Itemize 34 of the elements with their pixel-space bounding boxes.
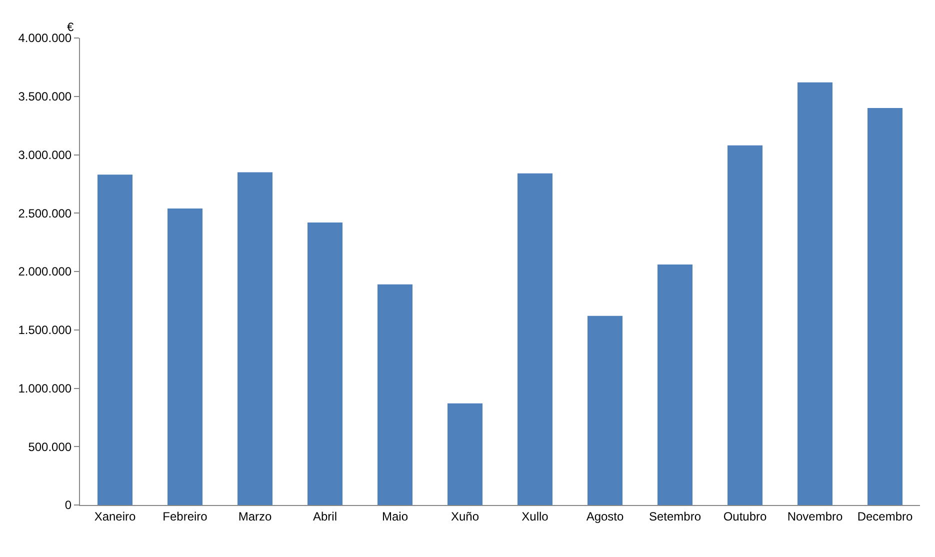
- y-tick-label: 1.500.000: [18, 323, 72, 338]
- y-tick-label: 2.000.000: [18, 264, 72, 279]
- bar: [518, 173, 552, 505]
- x-tick-label: Marzo: [238, 509, 272, 524]
- x-tick-label: Abril: [312, 509, 338, 524]
- bar: [448, 403, 482, 505]
- x-tick-label: Outubro: [723, 509, 768, 524]
- y-tick-label: 3.000.000: [18, 148, 72, 162]
- x-tick-label: Xaneiro: [94, 509, 136, 524]
- bar: [308, 222, 342, 505]
- bar: [798, 82, 832, 505]
- bar: [378, 284, 412, 505]
- x-tick-label: Xuño: [450, 509, 480, 524]
- y-tick-label: 2.500.000: [18, 206, 72, 220]
- bar: [588, 316, 622, 505]
- x-tick-label: Setembro: [648, 509, 702, 524]
- bar: [98, 174, 132, 505]
- x-tick-label: Agosto: [586, 509, 624, 524]
- bar: [168, 208, 202, 505]
- x-tick-label: Maio: [382, 509, 408, 524]
- bar: [868, 108, 902, 505]
- x-tick-label: Febreiro: [162, 509, 208, 524]
- y-tick-label: 3.500.000: [18, 90, 72, 104]
- y-tick-label: 500.000: [28, 440, 72, 454]
- y-axis-title: €: [67, 20, 74, 34]
- x-tick-label: Decembro: [857, 509, 913, 524]
- bar: [658, 264, 692, 505]
- x-tick-label: Xullo: [522, 509, 549, 524]
- y-tick-label: 4.000.000: [18, 31, 72, 46]
- bar: [238, 172, 272, 505]
- y-tick-label: 1.000.000: [18, 381, 72, 396]
- x-tick-label: Novembro: [787, 509, 843, 524]
- y-tick-label: 0: [64, 498, 72, 512]
- bar: [728, 145, 762, 505]
